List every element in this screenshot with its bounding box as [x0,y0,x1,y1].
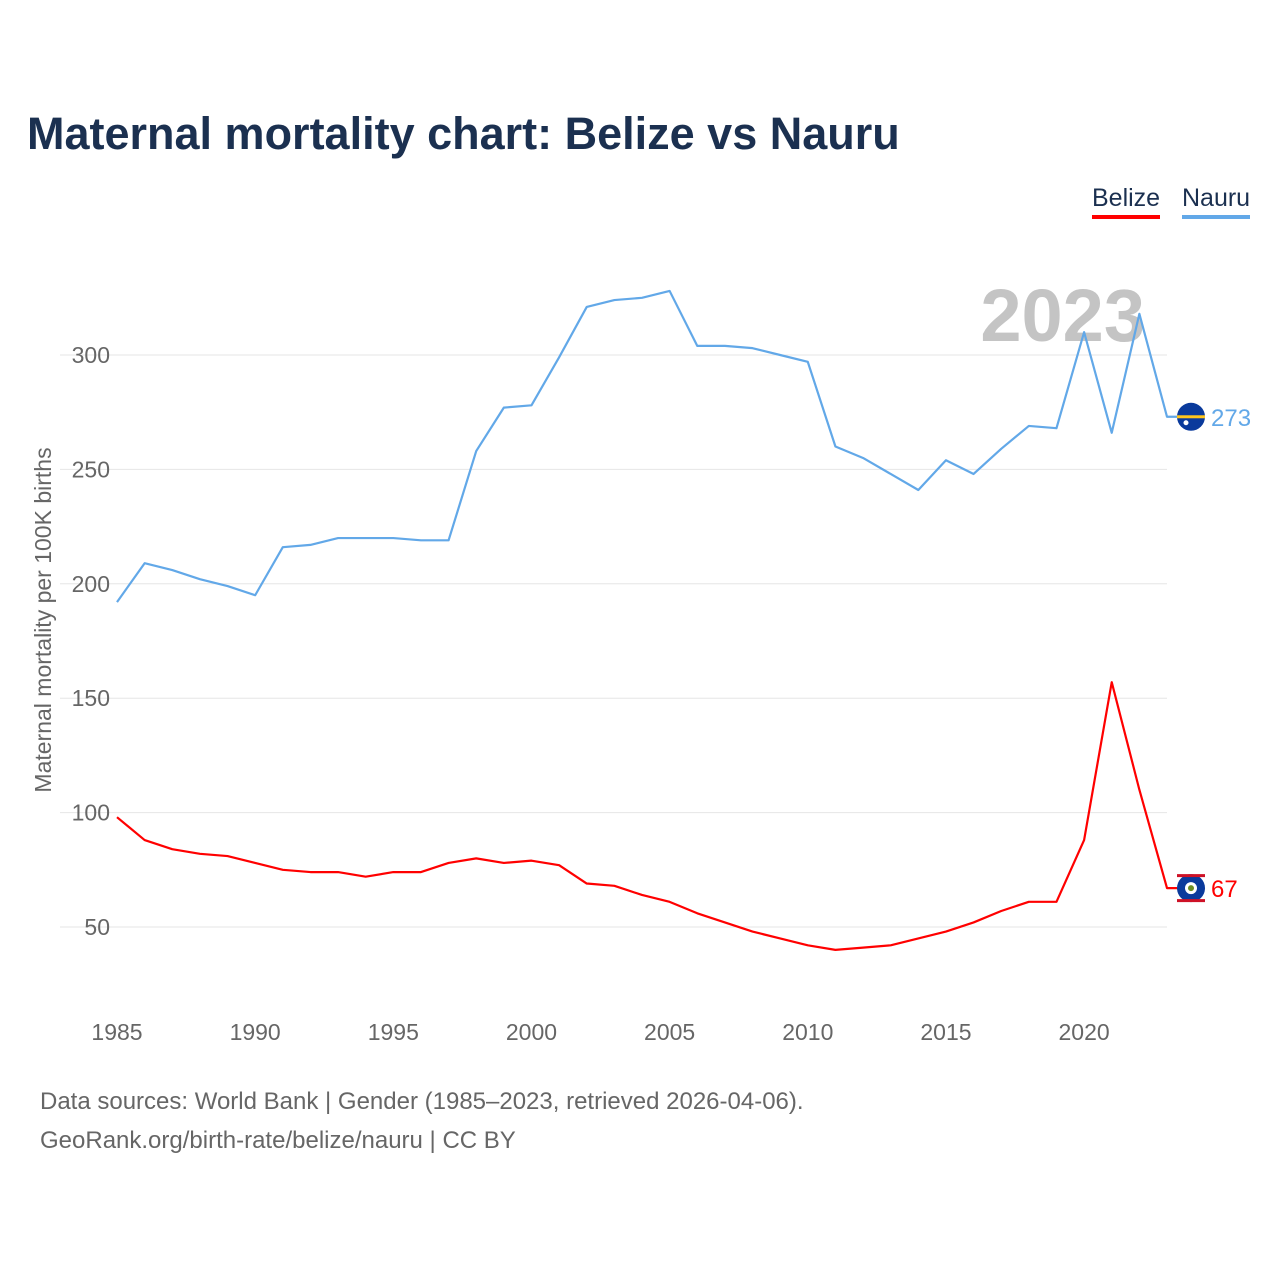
series-line-belize [116,681,1177,951]
x-tick-label: 2005 [644,1019,695,1045]
y-tick-label: 100 [72,800,110,826]
flag-stripe [1177,899,1205,903]
y-axis-label: Maternal mortality per 100K births [30,447,56,792]
x-tick-label: 2000 [506,1019,557,1045]
flag-emblem-center [1188,885,1194,892]
end-value-label-nauru: 273 [1211,405,1251,432]
y-tick-label: 200 [72,571,110,597]
legend-nauru[interactable]: Nauru [1182,184,1251,219]
x-tick-label: 2015 [920,1019,971,1045]
flag-stripe [1177,874,1205,878]
y-tick-label: 50 [84,914,110,940]
end-value-label-belize: 67 [1211,876,1238,903]
x-tick-label: 1995 [368,1019,419,1045]
chart-title: Maternal mortality chart: Belize vs Naur… [27,108,900,159]
y-tick-label: 250 [72,456,110,482]
source-line: Data sources: World Bank | Gender (1985–… [40,1088,804,1115]
series-line-nauru [116,289,1177,603]
source-url[interactable]: GeoRank.org/birth-rate/belize/nauru | CC… [40,1127,516,1154]
x-tick-label: 1985 [91,1019,142,1045]
year-label: 2023 [980,274,1145,357]
flag-stripe [1177,415,1205,419]
flag-star [1183,420,1189,426]
y-tick-label: 150 [72,685,110,711]
legend-belize[interactable]: Belize [1092,184,1161,219]
x-tick-label: 2010 [782,1019,833,1045]
y-tick-label: 300 [72,342,110,368]
x-tick-label: 1990 [230,1019,281,1045]
x-tick-label: 2020 [1059,1019,1110,1045]
